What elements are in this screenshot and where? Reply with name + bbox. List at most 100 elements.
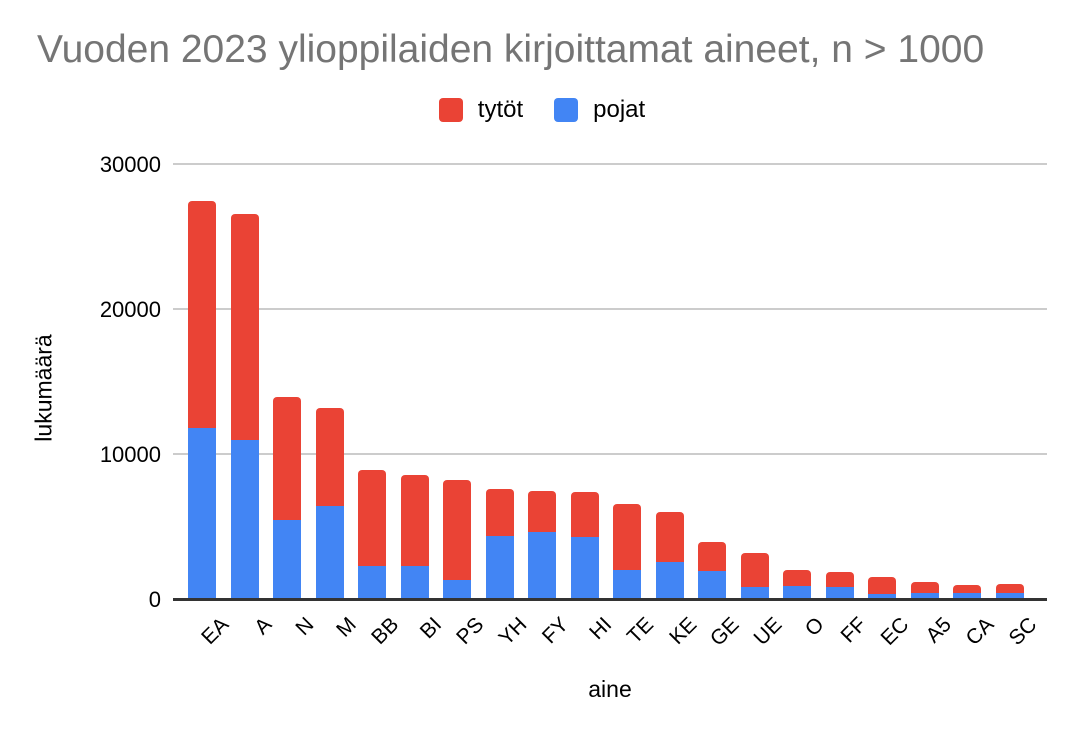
bar-group-YH: YH [479, 164, 531, 650]
bar-group-UE: UE [734, 164, 786, 650]
x-tick-label-KE: KE [664, 613, 702, 650]
legend-label: tytöt [477, 96, 524, 123]
x-tick-label-CA: CA [961, 613, 999, 650]
x-tick-label-YH: YH [494, 613, 532, 650]
y-tick-label-20000: 20000 [99, 296, 161, 322]
bar-segment-TE-pojat [613, 570, 642, 599]
bar-segment-FF-pojat [825, 587, 854, 599]
chart-title: Vuoden 2023 ylioppilaiden kirjoittamat a… [37, 28, 985, 71]
bar-segment-YH-tytöt [485, 488, 514, 536]
y-tick-label-0: 0 [148, 586, 161, 612]
bar-segment-GE-pojat [698, 571, 727, 599]
bar-group-N: N [266, 164, 319, 640]
bar-group-A5: A5 [904, 164, 956, 647]
bar-segment-N-tytöt [273, 396, 302, 520]
x-tick-label-GE: GE [705, 613, 744, 651]
bar-group-HI: HI [564, 164, 616, 644]
bar-segment-FY-tytöt [528, 491, 557, 532]
plot-area: EA A N M BB BI PS YH FY HI TE KE GE UE O FF EC A5 CA SC [173, 163, 1047, 651]
bar-segment-KE-pojat [655, 562, 684, 599]
bar-group-M: M [309, 164, 361, 642]
bar-segment-N-pojat [273, 520, 302, 599]
legend: tytöt pojat [0, 96, 1084, 124]
bar-group-EC: EC [861, 164, 914, 650]
bar-segment-YH-pojat [485, 535, 514, 599]
bar-segment-EA-pojat [188, 427, 217, 599]
bar-group-FY: FY [521, 164, 574, 648]
bar-segment-SC-pojat [995, 593, 1024, 599]
x-tick-label-SC: SC [1004, 613, 1042, 650]
x-tick-label-HI: HI [584, 613, 617, 645]
x-axis-line [173, 598, 1047, 601]
x-tick-label-FF: FF [836, 613, 872, 648]
bar-segment-O-pojat [783, 586, 812, 599]
bar-group-EA: EA [181, 164, 234, 649]
bar-segment-BI-pojat [400, 565, 429, 599]
bar-segment-A5-pojat [910, 592, 939, 599]
bar-segment-UE-pojat [740, 587, 769, 599]
legend-item-tytöt: tytöt [438, 96, 524, 124]
bar-segment-BB-pojat [358, 565, 387, 599]
bar-segment-FF-tytöt [825, 571, 854, 588]
bar-group-CA: CA [946, 164, 999, 650]
bar-segment-BI-tytöt [400, 475, 429, 566]
legend-swatch-pojat [554, 98, 579, 122]
bar-series-container: EA A N M BB BI PS YH FY HI TE KE GE UE O FF EC A5 CA SC [181, 164, 1041, 651]
gridline-20000 [173, 308, 1047, 310]
bar-segment-CA-pojat [953, 592, 982, 599]
bar-segment-M-tytöt [315, 408, 344, 507]
bar-segment-HI-pojat [570, 536, 599, 599]
x-tick-label-PS: PS [452, 613, 489, 650]
y-axis-title: lukumäärä [30, 334, 57, 442]
bar-group-GE: GE [691, 164, 744, 651]
x-tick-label-O: O [800, 613, 829, 641]
x-tick-label-A5: A5 [921, 613, 957, 648]
gridline-10000 [173, 453, 1047, 455]
bar-group-FF: FF [819, 164, 871, 647]
legend-label: pojat [593, 96, 646, 123]
bar-group-BI: BI [394, 164, 446, 643]
bar-segment-UE-tytöt [740, 553, 769, 588]
x-tick-label-BB: BB [367, 613, 404, 650]
bar-group-A: A [224, 164, 276, 639]
bar-segment-A-tytöt [230, 214, 259, 440]
x-tick-label-TE: TE [623, 613, 659, 649]
bar-segment-PS-pojat [443, 580, 472, 599]
bar-group-O: O [776, 164, 829, 641]
bar-group-TE: TE [606, 164, 659, 648]
bar-segment-SC-tytöt [995, 583, 1024, 594]
x-tick-label-BI: BI [415, 613, 447, 644]
bar-segment-M-pojat [315, 506, 344, 599]
bar-group-KE: KE [649, 164, 701, 649]
bar-group-BB: BB [351, 164, 404, 649]
x-tick-label-UE: UE [749, 613, 787, 650]
x-tick-label-EA: EA [197, 613, 234, 650]
bar-segment-KE-tytöt [655, 512, 684, 562]
bar-segment-GE-tytöt [698, 541, 727, 572]
bar-segment-FY-pojat [528, 531, 557, 599]
bar-segment-HI-tytöt [570, 491, 599, 537]
bar-segment-A5-tytöt [910, 582, 939, 593]
bar-segment-BB-tytöt [358, 470, 387, 566]
bar-segment-EA-tytöt [188, 201, 217, 428]
bar-group-PS: PS [436, 164, 489, 649]
bar-segment-A-pojat [230, 439, 259, 599]
bar-segment-EC-tytöt [868, 577, 897, 594]
legend-swatch-tytöt [438, 98, 463, 122]
y-tick-label-30000: 30000 [99, 151, 161, 177]
bar-segment-EC-pojat [868, 593, 897, 599]
gridline-30000 [173, 163, 1047, 165]
legend-item-pojat: pojat [554, 96, 645, 124]
x-tick-label-A: A [249, 613, 277, 640]
x-axis-title: aine [588, 676, 632, 702]
x-tick-label-M: M [332, 613, 362, 642]
x-tick-label-FY: FY [538, 613, 574, 649]
bar-segment-PS-tytöt [443, 480, 472, 581]
bar-segment-TE-tytöt [613, 504, 642, 570]
y-tick-label-10000: 10000 [99, 441, 161, 467]
bar-segment-CA-tytöt [953, 584, 982, 593]
x-tick-label-EC: EC [876, 613, 914, 650]
x-tick-label-N: N [291, 613, 319, 640]
bar-group-SC: SC [989, 164, 1041, 650]
